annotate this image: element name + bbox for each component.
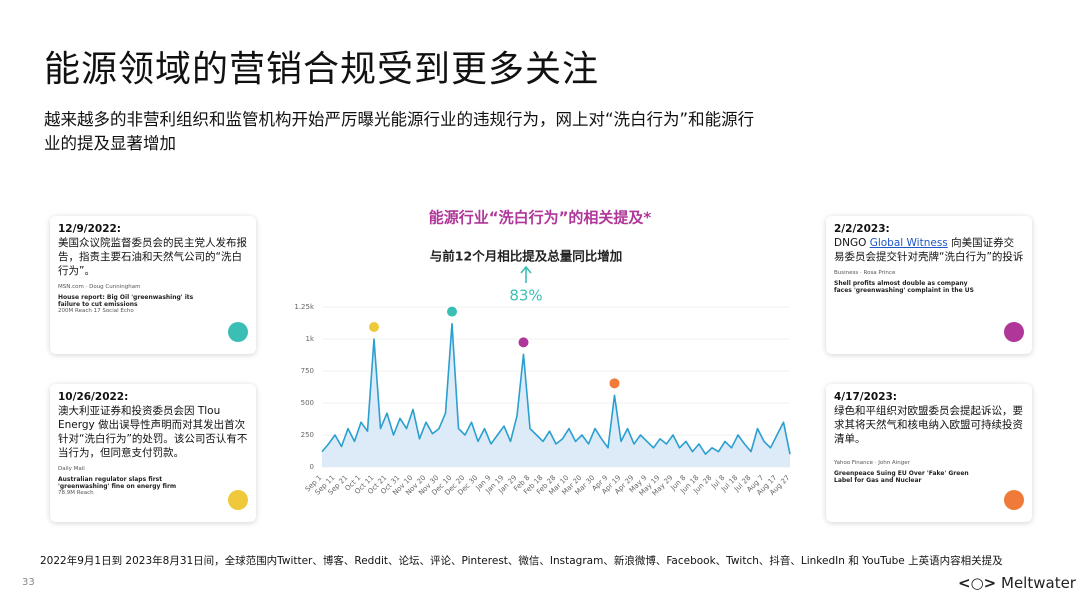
snippet-source: Business · Rosa Prince [834,270,896,276]
card-text: 美国众议院监督委员会的民主党人发布报告，指责主要石油和天然气公司的“洗白行为”。 [58,237,247,277]
snippet-stats: 78.9M Reach [58,490,94,496]
annotation: 与前12个月相比提及总量同比增加 [430,249,622,264]
news-card: 2/2/2023: DNGO Global Witness 向美国证券交易委员会… [826,216,1032,354]
card-date: 4/17/2023: [834,391,898,403]
card-dot [1004,490,1024,510]
card-date: 10/26/2022: [58,391,129,403]
y-tick-label: 500 [301,399,314,407]
card-snippet: Daily Mail Australian regulator slaps fi… [58,466,208,497]
card-date: 2/2/2023: [834,223,890,235]
card-snippet: Yahoo Finance · John Ainger Greenpeace S… [834,460,984,484]
slide-title: 能源领域的营销合规受到更多关注 [44,49,600,90]
y-tick-label: 750 [301,367,314,375]
card-date: 12/9/2022: [58,223,122,235]
event-marker [518,337,529,348]
snippet-headline: Greenpeace Suing EU Over 'Fake' Green La… [834,470,969,484]
card-snippet: Business · Rosa Prince Shell profits alm… [834,270,984,294]
event-marker [609,378,620,389]
news-card: 12/9/2022: 美国众议院监督委员会的民主党人发布报告，指责主要石油和天然… [50,216,256,354]
subtitle: 越来越多的非营利组织和监管机构开始严厉曝光能源行业的违规行为，网上对“洗白行为”… [44,110,755,129]
snippet-headline: Australian regulator slaps first 'greenw… [58,476,177,490]
y-tick-label: 250 [301,431,314,439]
news-card: 10/26/2022: 澳大利亚证券和投资委员会因 Tlou Energy 做出… [50,384,256,522]
card-dot [228,490,248,510]
logo: <○> Meltwater [958,574,1076,592]
area [322,323,790,467]
arrow-head [520,265,532,274]
snippet-source: Yahoo Finance · John Ainger [834,460,910,466]
page-number: 33 [22,577,35,588]
logo-text: Meltwater [1001,574,1076,592]
chart-title: 能源行业“洗白行为”的相关提及* [429,209,652,227]
card-link: Global Witness [869,237,948,249]
annotation-value: 83% [509,287,542,305]
snippet-headline: House report: Big Oil 'greenwashing' its… [58,294,194,308]
snippet-source: MSN.com · Doug Cunningham [58,284,141,290]
card-snippet: MSN.com · Doug Cunningham House report: … [58,284,208,315]
news-card: 4/17/2023: 绿色和平组织对欧盟委员会提起诉讼，要求其将天然气和核电纳入… [826,384,1032,522]
y-tick-label: 1k [305,335,314,343]
event-marker [447,306,457,317]
card-text: DNGO [834,237,870,249]
snippet-headline: Shell profits almost double as company f… [834,280,974,294]
card-text: 绿色和平组织对欧盟委员会提起诉讼，要求其将天然气和核电纳入欧盟可持续投资清单。 [834,405,1023,445]
card-text: 向美国证券交易委员会提交针对壳牌“洗白行为”的投诉 [834,237,1024,263]
footnote: 2022年9月1日到 2023年8月31日间，全球范围内Twitter、博客、R… [40,555,1003,567]
chart: 能源行业“洗白行为”的相关提及* 与前12个月相比提及总量同比增加 83% 0 2… [294,209,791,498]
card-dot [228,322,248,342]
line [321,322,791,455]
card-dot [1004,322,1024,342]
event-marker [369,322,379,332]
card-text: 澳大利亚证券和投资委员会因 Tlou Energy 做出误导性声明而对其发出首次… [58,405,248,459]
card-text: DNGO Global Witness 向美国证券交易委员会提交针对壳牌“洗白行… [834,236,1024,264]
subtitle: 业的提及显著增加 [44,134,176,153]
y-tick-label: 0 [310,463,314,471]
snippet-source: Daily Mail [58,466,85,472]
snippet-stats: 200M Reach 17 Social Echo [58,308,134,314]
y-tick-label: 1.25k [294,303,315,311]
